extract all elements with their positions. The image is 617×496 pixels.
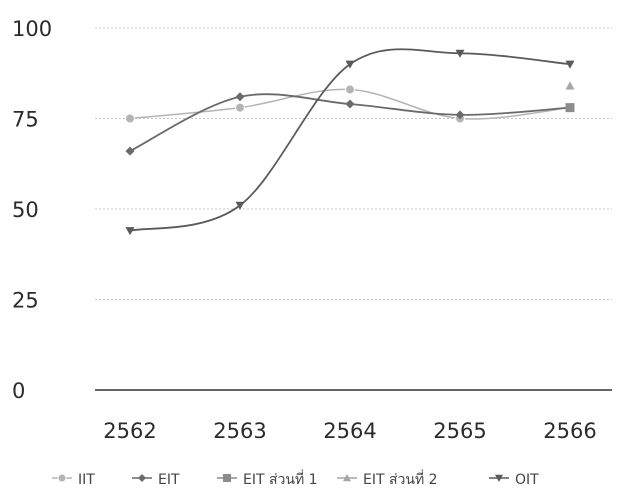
x-axis-ticks: 2562 2563 2564 2565 2566: [103, 419, 596, 443]
y-tick-label: 50: [12, 198, 39, 222]
series-5-line: [129, 48, 571, 232]
series-5-point: [235, 201, 245, 210]
series-layer: [125, 48, 575, 236]
legend-label: EIT: [158, 472, 180, 488]
x-tick-label: 2563: [213, 419, 266, 443]
x-tick-label: 2566: [543, 419, 596, 443]
legend-label: IIT: [78, 472, 95, 488]
legend-label: EIT ส่วนที่ 2: [363, 470, 438, 488]
series-3-point: [565, 103, 575, 113]
gridlines: [95, 27, 612, 391]
legend-label: OIT: [515, 472, 539, 488]
y-tick-label: 0: [12, 379, 25, 403]
series-1-point: [125, 113, 135, 124]
series-4-point: [565, 81, 575, 90]
series-2-point: [345, 99, 355, 109]
legend-marker: [138, 474, 146, 482]
series-1-point: [235, 102, 245, 113]
legend-marker: [223, 474, 231, 482]
legend-label: EIT ส่วนที่ 1: [243, 470, 318, 488]
x-tick-label: 2564: [323, 419, 376, 443]
series-1-point: [345, 84, 355, 95]
legend: IIT EIT EIT ส่วนที่ 1 EIT ส่วนที่ 2 OIT: [52, 470, 539, 488]
y-axis-ticks: 0 25 50 75 100: [12, 17, 52, 403]
y-tick-label: 100: [12, 17, 52, 41]
series-2-point: [125, 146, 135, 156]
series-5-point: [345, 60, 355, 69]
y-tick-label: 25: [12, 289, 39, 313]
legend-marker: [495, 474, 503, 482]
legend-marker: [57, 473, 67, 483]
legend-marker: [343, 474, 351, 482]
series-5-point: [125, 227, 135, 236]
series-5-point: [455, 49, 465, 58]
x-tick-label: 2562: [103, 419, 156, 443]
series-5-point: [565, 60, 575, 69]
series-2-point: [235, 92, 245, 102]
x-tick-label: 2565: [433, 419, 486, 443]
y-tick-label: 75: [12, 108, 39, 132]
series-2-point: [455, 110, 465, 120]
